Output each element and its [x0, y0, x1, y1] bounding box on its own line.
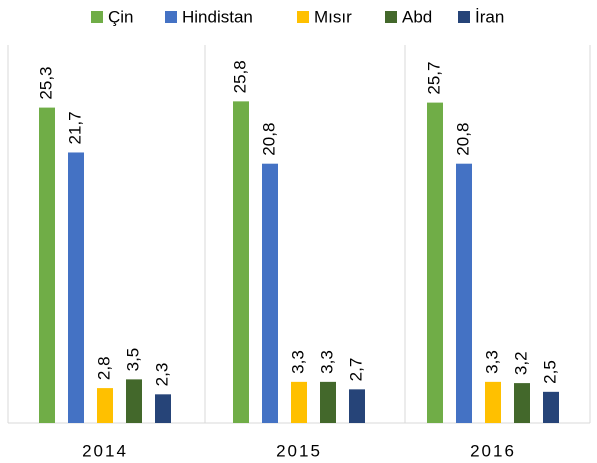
bar [97, 388, 113, 423]
bar [233, 101, 249, 424]
data-label: 20,8 [259, 123, 278, 156]
legend-label: Abd [402, 7, 432, 26]
legend-label: Hindistan [182, 7, 253, 26]
bar [126, 379, 142, 423]
bar [39, 107, 55, 424]
data-label: 3,2 [511, 351, 530, 375]
data-label: 3,5 [123, 348, 142, 372]
data-label: 2,3 [152, 363, 171, 387]
bar [349, 389, 365, 423]
bar [68, 152, 84, 423]
bar [514, 383, 530, 423]
data-label: 25,3 [36, 66, 55, 99]
legend-swatch [297, 11, 309, 23]
bar [485, 381, 501, 423]
data-label: 2,8 [94, 356, 113, 380]
x-tick-label: 2016 [470, 441, 516, 460]
x-tick-label: 2015 [276, 441, 322, 460]
bar [456, 163, 472, 423]
data-label: 21,7 [65, 111, 84, 144]
bar [155, 394, 171, 423]
bar [262, 163, 278, 423]
data-label: 3,3 [482, 350, 501, 374]
data-label: 3,3 [288, 350, 307, 374]
bar [320, 381, 336, 423]
data-label: 25,8 [230, 60, 249, 93]
legend-label: Mısır [314, 7, 352, 26]
legend-swatch [458, 11, 470, 23]
bar [543, 391, 559, 423]
data-label: 2,5 [540, 360, 559, 384]
bar [291, 381, 307, 423]
data-label: 3,3 [317, 350, 336, 374]
data-label: 2,7 [346, 358, 365, 382]
data-label: 20,8 [453, 123, 472, 156]
x-tick-label: 2014 [82, 441, 128, 460]
bar [427, 102, 443, 424]
legend-label: İran [475, 7, 504, 26]
legend-label: Çin [108, 7, 134, 26]
data-label: 25,7 [424, 62, 443, 95]
legend-swatch [91, 11, 103, 23]
legend-swatch [385, 11, 397, 23]
legend-swatch [165, 11, 177, 23]
